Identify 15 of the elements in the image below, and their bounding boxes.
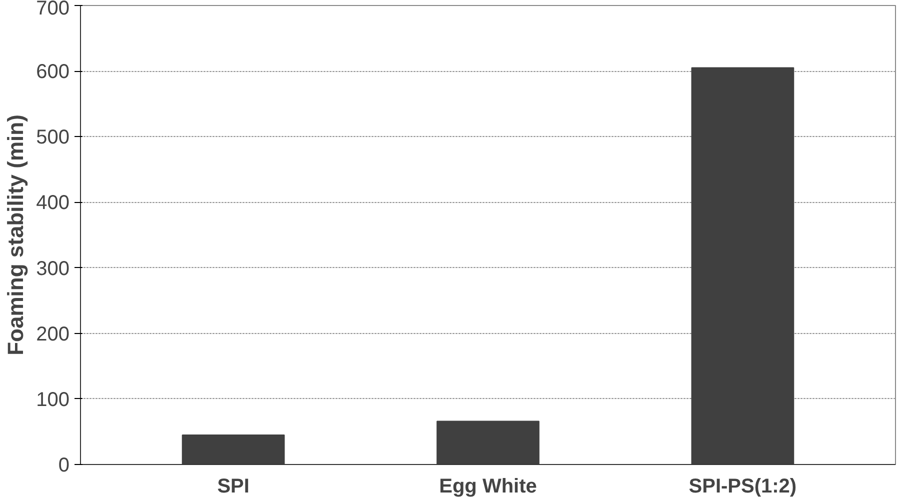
y-tick-label: 600 (36, 61, 70, 84)
y-tick-label: 200 (36, 323, 70, 346)
y-tick-label: 700 (36, 0, 70, 20)
y-tick-label: 400 (36, 192, 70, 214)
bar (691, 67, 794, 464)
x-tick-label: SPI (217, 476, 250, 498)
y-tick-label: 300 (36, 258, 70, 280)
bar (436, 420, 540, 464)
y-tick-label: 0 (58, 454, 70, 476)
x-tick-label: Egg White (439, 476, 537, 498)
y-tick-label: 500 (36, 126, 70, 149)
y-axis-title: Foaming stability (min) (3, 114, 28, 356)
x-tick-label: SPI-PS(1:2) (688, 476, 797, 498)
y-tick-label: 100 (36, 388, 70, 411)
bar (182, 434, 285, 464)
